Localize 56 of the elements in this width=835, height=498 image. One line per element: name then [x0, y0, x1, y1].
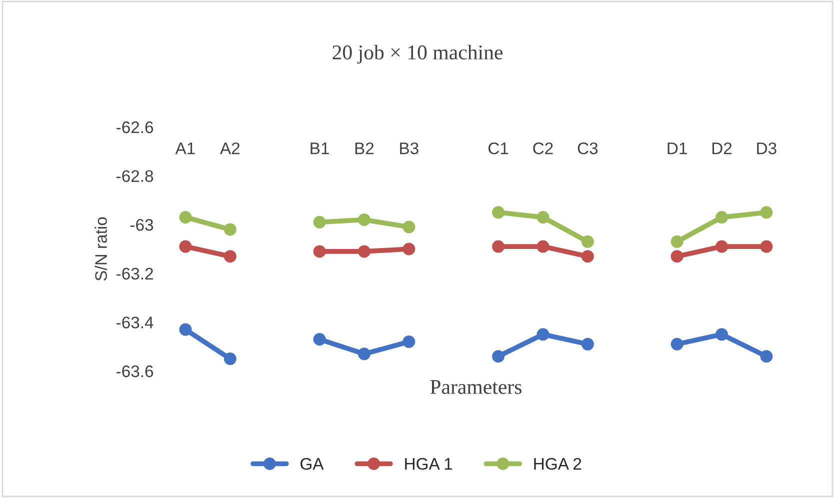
point — [402, 242, 416, 256]
point — [402, 220, 416, 234]
point — [760, 350, 773, 363]
x-tick-label: B2 — [355, 142, 374, 154]
point — [358, 348, 370, 360]
point — [313, 333, 326, 346]
x-tick-label: C3 — [578, 142, 598, 154]
point — [670, 235, 684, 248]
point — [224, 352, 236, 366]
legend-label: GA — [300, 458, 324, 470]
point — [358, 245, 370, 258]
point — [581, 235, 594, 248]
x-tick-label: D2 — [712, 142, 732, 154]
point — [581, 338, 594, 350]
x-tick-label: A1 — [175, 142, 195, 154]
x-tick-label: D1 — [668, 142, 687, 154]
point — [715, 328, 728, 341]
point — [581, 250, 594, 263]
point — [313, 245, 326, 258]
y-tick-label: -62.6 — [116, 121, 154, 134]
legend-label: HGA 1 — [405, 458, 452, 470]
point — [492, 240, 505, 253]
point — [492, 206, 505, 219]
point — [179, 323, 192, 336]
point — [760, 240, 773, 253]
chart-title: 20 job × 10 machine — [332, 44, 502, 64]
point — [224, 250, 236, 263]
point — [536, 211, 550, 224]
point — [492, 350, 505, 363]
y-tick-label: -63.2 — [116, 268, 153, 280]
point — [179, 240, 192, 253]
y-tick-label: -63.6 — [116, 365, 154, 378]
legend-label: HGA 2 — [534, 458, 582, 470]
y-tick-label: -62.8 — [116, 170, 154, 182]
y-tick-label: -63 — [130, 219, 154, 231]
x-tick-label: B3 — [400, 142, 418, 154]
point — [536, 240, 550, 253]
point — [358, 213, 370, 226]
x-tick-label: B1 — [310, 142, 329, 154]
x-tick-label: C2 — [533, 142, 553, 154]
y-axis-title: S/N ratio — [94, 217, 107, 281]
point — [179, 211, 192, 224]
point — [536, 328, 550, 341]
point — [313, 216, 326, 228]
x-tick-label: D3 — [757, 142, 776, 154]
point — [715, 240, 728, 253]
point — [670, 338, 684, 350]
point — [224, 223, 236, 236]
x-tick-label: A2 — [220, 142, 240, 154]
point — [670, 250, 684, 263]
y-tick-label: -63.4 — [116, 316, 154, 328]
x-tick-label: C1 — [488, 142, 508, 154]
point — [402, 335, 416, 348]
x-axis-title: Parameters — [430, 380, 522, 394]
point — [715, 211, 728, 224]
point — [760, 206, 773, 219]
